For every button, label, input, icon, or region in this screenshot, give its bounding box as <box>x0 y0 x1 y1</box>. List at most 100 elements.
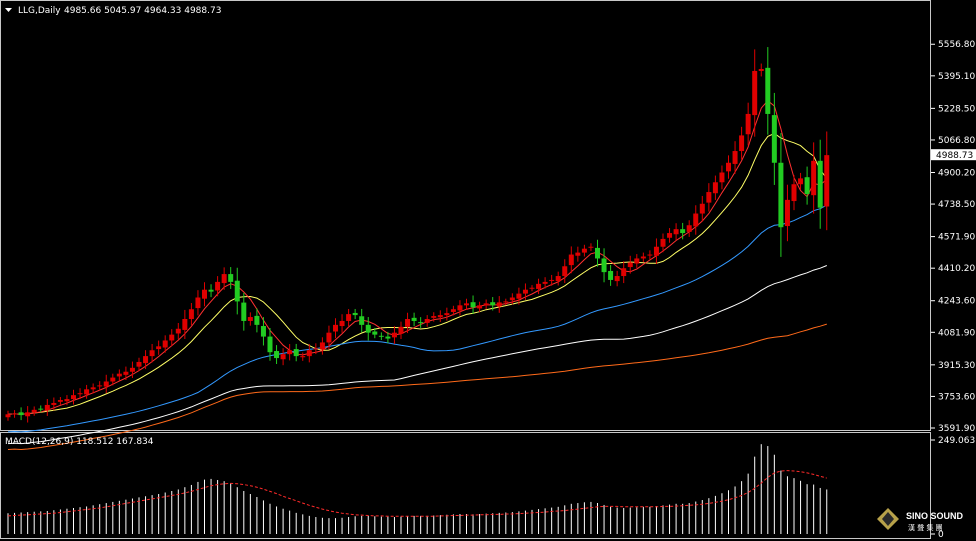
candle <box>18 407 24 421</box>
price-tick-label: 4081.90 <box>938 328 975 338</box>
candle <box>123 366 129 381</box>
candle <box>771 92 777 185</box>
candle <box>97 381 103 391</box>
moving-averages <box>7 100 828 451</box>
candle <box>319 337 325 355</box>
candle <box>241 292 247 331</box>
candle <box>457 300 463 316</box>
main-panel-border <box>0 0 931 431</box>
candle <box>77 388 83 399</box>
candle <box>719 165 725 190</box>
price-tick-label: 4410.20 <box>938 264 975 274</box>
candle <box>31 406 37 416</box>
price-tick-label: 4243.60 <box>938 297 975 307</box>
current-price-tag: 4988.73 <box>931 149 976 161</box>
candle <box>712 175 718 200</box>
candle <box>57 397 63 405</box>
candle <box>405 312 411 334</box>
candle <box>143 350 149 370</box>
macd-signal <box>7 470 827 517</box>
price-tick-label: 4900.20 <box>938 168 975 178</box>
price-axis: 5556.80 5395.10 5228.50 5066.80 4900.20 4738.… <box>931 40 975 434</box>
macd-tick-label: 0 <box>938 530 944 540</box>
candle <box>398 321 404 340</box>
candle <box>169 329 175 346</box>
candle <box>680 222 686 240</box>
candle <box>549 274 555 286</box>
candle <box>313 343 319 355</box>
candle <box>804 166 810 205</box>
candle <box>614 270 620 287</box>
candle <box>182 309 188 340</box>
candle <box>110 373 116 386</box>
price-tick-label: 5556.80 <box>938 40 975 50</box>
candle <box>509 293 515 305</box>
macd-label: MACD(12,26,9) 118.512 167.834 <box>5 437 154 447</box>
candle <box>706 183 712 212</box>
candle <box>745 102 751 146</box>
candle <box>824 131 830 231</box>
candle <box>162 335 168 353</box>
candle <box>247 312 253 326</box>
candle <box>221 267 227 290</box>
candle <box>260 317 266 346</box>
candle <box>667 228 673 243</box>
candle <box>5 410 11 421</box>
candle <box>477 301 483 313</box>
candle <box>208 284 214 298</box>
candle <box>228 267 234 289</box>
candle <box>653 238 659 265</box>
candle <box>516 287 522 305</box>
candle <box>601 248 607 283</box>
candle <box>568 246 574 274</box>
candle <box>287 344 293 361</box>
logo-text: SINO SOUND <box>906 511 964 521</box>
candle <box>811 142 817 214</box>
candle <box>758 63 764 77</box>
symbol-label: LLG,Daily <box>18 6 61 16</box>
macd-panel-border <box>0 432 931 539</box>
candle <box>647 250 653 260</box>
price-tick-label: 5228.50 <box>938 104 975 114</box>
candle <box>280 348 286 366</box>
candle <box>784 184 790 242</box>
candle <box>450 305 456 316</box>
candle <box>274 345 280 364</box>
candle <box>483 299 489 310</box>
candle <box>365 317 371 341</box>
candle <box>391 326 397 344</box>
candle <box>215 276 221 297</box>
candle <box>103 374 109 394</box>
candle <box>778 133 784 257</box>
collapse-triangle-icon[interactable] <box>5 8 12 12</box>
candle <box>38 405 44 413</box>
candle <box>634 254 640 268</box>
candle <box>470 295 476 315</box>
candle <box>503 298 509 306</box>
candle <box>522 283 528 300</box>
macd-histogram <box>7 444 828 534</box>
candle <box>464 298 469 311</box>
ohlc-values: 4985.66 5045.97 4964.33 4988.73 <box>64 6 221 16</box>
candle <box>346 309 352 327</box>
candle <box>202 282 207 307</box>
candle <box>12 410 18 418</box>
candle <box>352 308 358 320</box>
candle <box>765 47 771 135</box>
candle <box>300 352 306 361</box>
candle <box>555 271 561 286</box>
candle <box>175 322 181 340</box>
candle <box>798 172 804 190</box>
candle <box>817 139 823 229</box>
candle <box>424 315 430 327</box>
price-tick-label: 4738.50 <box>938 200 975 210</box>
candle <box>333 318 338 339</box>
candle <box>339 314 345 333</box>
candle <box>581 244 587 257</box>
candle <box>116 369 122 381</box>
candle <box>431 312 437 322</box>
current-price-label: 4988.73 <box>936 151 973 161</box>
candle <box>673 223 679 241</box>
candle <box>686 220 692 237</box>
candle <box>378 332 384 341</box>
